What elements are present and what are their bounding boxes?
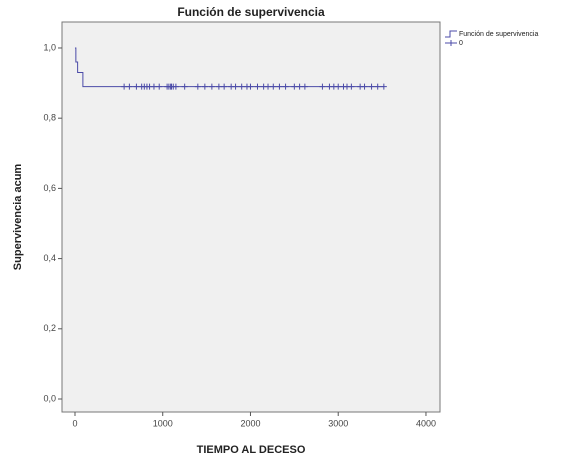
x-tick-label: 4000 — [416, 418, 436, 428]
chart-title: Función de supervivencia — [177, 5, 325, 19]
legend-icon — [445, 30, 457, 38]
censored-mark — [296, 83, 303, 90]
censored-mark — [319, 83, 326, 90]
censored-mark — [270, 83, 277, 90]
censored-mark — [126, 83, 133, 90]
censored-mark — [335, 83, 342, 90]
censored-mark — [194, 83, 201, 90]
censored-mark — [291, 83, 298, 90]
y-tick-label: 0,2 — [43, 323, 56, 333]
censored-mark — [208, 83, 215, 90]
censored-mark — [247, 83, 254, 90]
x-tick-label: 0 — [72, 418, 77, 428]
legend-label: 0 — [459, 40, 463, 47]
legend-label: Función de supervivencia — [459, 31, 538, 38]
censored-mark — [374, 83, 381, 90]
y-axis-label: Supervivencia acum — [12, 164, 24, 271]
censored-mark — [172, 83, 179, 90]
y-tick-label: 0,4 — [43, 253, 56, 263]
censored-mark — [156, 83, 163, 90]
plot-area — [61, 21, 441, 413]
censored-mark — [232, 83, 239, 90]
censored-mark — [133, 83, 140, 90]
x-tick-label: 1000 — [153, 418, 173, 428]
censored-mark — [361, 83, 368, 90]
y-tick-label: 0,6 — [43, 183, 56, 193]
legend-icon — [445, 40, 457, 46]
censored-mark — [380, 83, 387, 90]
censored-mark — [221, 83, 228, 90]
censored-mark — [348, 83, 355, 90]
censored-mark — [215, 83, 222, 90]
censored-mark — [276, 83, 283, 90]
censored-mark — [368, 83, 375, 90]
censored-mark — [238, 83, 245, 90]
y-tick-label: 0,8 — [43, 113, 56, 123]
x-tick-label: 3000 — [328, 418, 348, 428]
y-tick-label: 0,0 — [43, 393, 56, 403]
censored-mark — [121, 83, 128, 90]
y-tick-label: 1,0 — [43, 42, 56, 52]
censored-mark — [265, 83, 272, 90]
censored-mark — [254, 83, 261, 90]
survival-line — [74, 47, 384, 88]
censored-mark — [282, 83, 289, 90]
censored-mark — [301, 83, 308, 90]
censored-mark — [150, 83, 157, 90]
x-axis-label: TIEMPO AL DECESO — [197, 444, 306, 456]
x-tick-label: 2000 — [240, 418, 260, 428]
censored-mark — [201, 83, 208, 90]
censored-mark — [181, 83, 188, 90]
